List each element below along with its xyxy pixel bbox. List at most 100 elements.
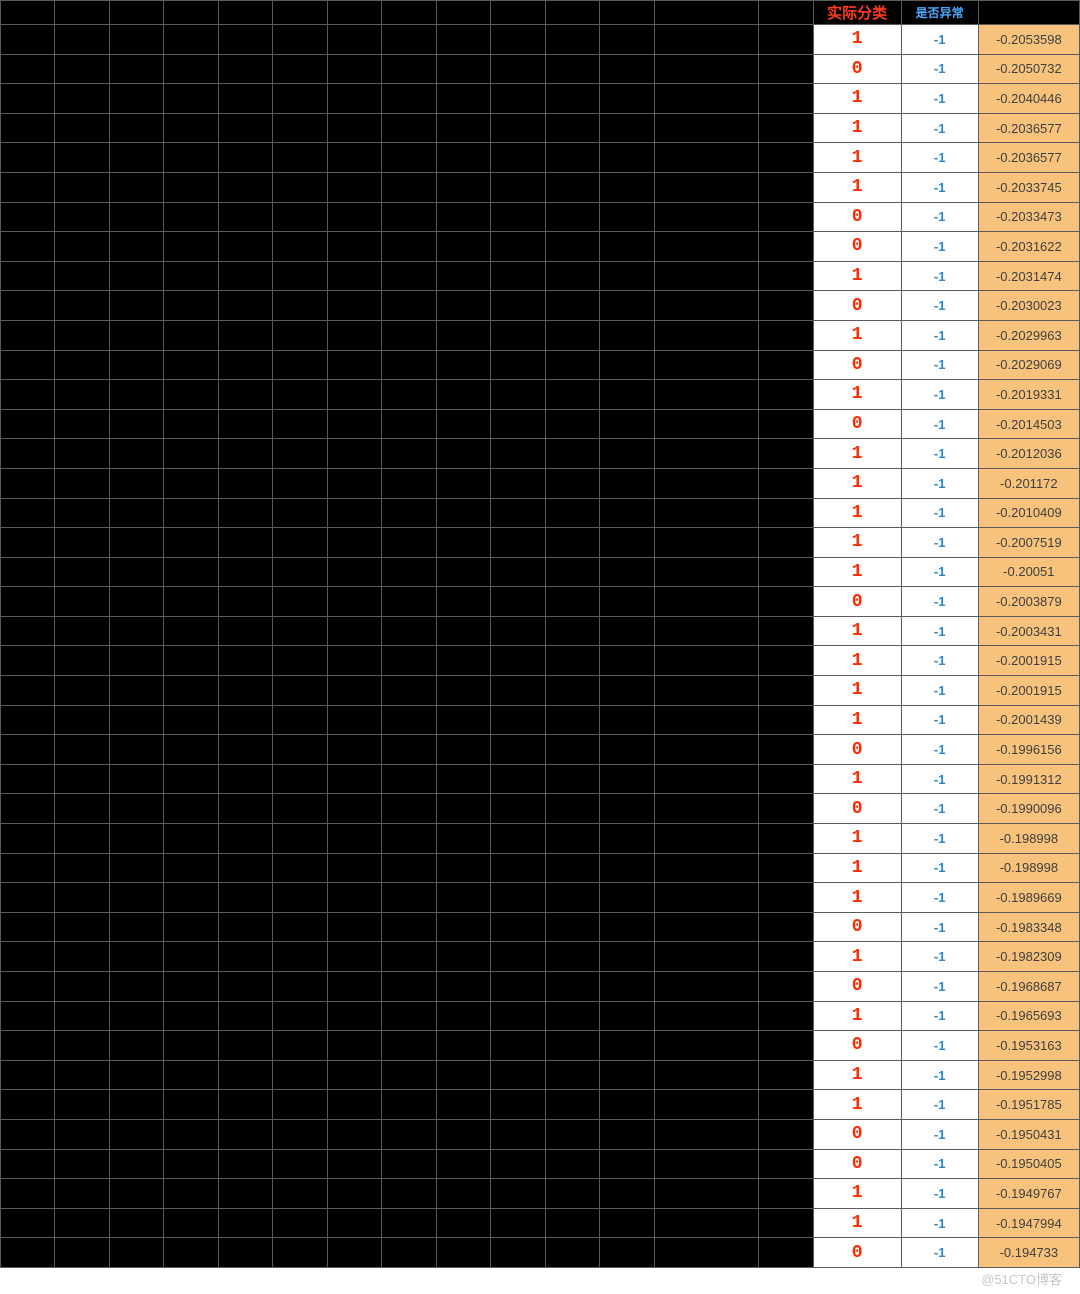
- cell-blank: [55, 84, 109, 114]
- cell-blank: [491, 646, 545, 676]
- cell-anomaly: -1: [901, 172, 978, 202]
- table-row: 0-1-0.1996156: [1, 735, 1080, 765]
- cell-blank: [759, 794, 813, 824]
- cell-blank: [273, 143, 327, 173]
- cell-blank: [218, 1060, 272, 1090]
- cell-blank: [654, 735, 759, 765]
- cell-blank: [491, 557, 545, 587]
- cell-blank: [759, 587, 813, 617]
- cell-blank: [164, 143, 218, 173]
- cell-blank: [327, 350, 381, 380]
- cell-blank: [654, 409, 759, 439]
- cell-blank: [327, 587, 381, 617]
- cell-blank: [1, 1031, 55, 1061]
- cell-score: -0.2003431: [978, 616, 1079, 646]
- cell-blank: [1, 853, 55, 883]
- cell-blank: [164, 1090, 218, 1120]
- cell-blank: [218, 1208, 272, 1238]
- cell-blank: [273, 261, 327, 291]
- cell-actual: 0: [813, 291, 901, 321]
- table-row: 1-1-0.1965693: [1, 1001, 1080, 1031]
- cell-blank: [327, 705, 381, 735]
- cell-blank: [218, 261, 272, 291]
- cell-anomaly: -1: [901, 557, 978, 587]
- cell-blank: [600, 883, 654, 913]
- cell-blank: [1, 25, 55, 55]
- cell-blank: [491, 676, 545, 706]
- cell-blank: [164, 291, 218, 321]
- cell-blank: [436, 1208, 490, 1238]
- cell-actual: 1: [813, 528, 901, 558]
- table-row: 1-1-0.20051: [1, 557, 1080, 587]
- cell-anomaly: -1: [901, 1149, 978, 1179]
- cell-blank: [55, 528, 109, 558]
- cell-actual: 1: [813, 25, 901, 55]
- cell-anomaly: -1: [901, 291, 978, 321]
- cell-anomaly: -1: [901, 202, 978, 232]
- cell-blank: [1, 1238, 55, 1268]
- cell-score: -0.2050732: [978, 54, 1079, 84]
- cell-blank: [436, 350, 490, 380]
- cell-actual: 0: [813, 912, 901, 942]
- cell-actual: 1: [813, 853, 901, 883]
- cell-blank: [382, 794, 436, 824]
- cell-blank: [164, 705, 218, 735]
- cell-blank: [1, 54, 55, 84]
- cell-blank: [436, 794, 490, 824]
- cell-score: -0.194733: [978, 1238, 1079, 1268]
- cell-blank: [327, 1001, 381, 1031]
- cell-blank: [109, 84, 163, 114]
- table-row: 1-1-0.198998: [1, 853, 1080, 883]
- cell-blank: [109, 1208, 163, 1238]
- cell-blank: [55, 291, 109, 321]
- cell-blank: [1, 291, 55, 321]
- cell-blank: [759, 972, 813, 1002]
- cell-blank: [55, 54, 109, 84]
- cell-blank: [759, 291, 813, 321]
- cell-blank: [545, 972, 599, 1002]
- cell-blank: [759, 705, 813, 735]
- cell-blank: [654, 25, 759, 55]
- cell-blank: [654, 113, 759, 143]
- cell-blank: [273, 202, 327, 232]
- cell-blank: [382, 1031, 436, 1061]
- cell-blank: [491, 824, 545, 854]
- cell-blank: [273, 84, 327, 114]
- cell-blank: [545, 1119, 599, 1149]
- cell-blank: [1, 261, 55, 291]
- cell-score: -0.2040446: [978, 84, 1079, 114]
- cell-blank: [436, 54, 490, 84]
- cell-blank: [55, 794, 109, 824]
- cell-blank: [218, 616, 272, 646]
- cell-blank: [218, 1149, 272, 1179]
- cell-blank: [55, 1149, 109, 1179]
- cell-actual: 0: [813, 1031, 901, 1061]
- cell-blank: [55, 1060, 109, 1090]
- cell-blank: [382, 972, 436, 1002]
- cell-blank: [654, 1001, 759, 1031]
- cell-blank: [545, 1060, 599, 1090]
- cell-blank: [600, 409, 654, 439]
- cell-blank: [327, 113, 381, 143]
- cell-actual: 0: [813, 587, 901, 617]
- cell-blank: [273, 320, 327, 350]
- cell-anomaly: -1: [901, 84, 978, 114]
- cell-blank: [55, 143, 109, 173]
- cell-blank: [327, 25, 381, 55]
- cell-blank: [109, 143, 163, 173]
- cell-blank: [164, 25, 218, 55]
- cell-blank: [164, 764, 218, 794]
- cell-blank: [55, 232, 109, 262]
- cell-blank: [545, 320, 599, 350]
- cell-blank: [600, 942, 654, 972]
- header-blank: [491, 1, 545, 25]
- cell-blank: [491, 1119, 545, 1149]
- table-row: 1-1-0.1982309: [1, 942, 1080, 972]
- cell-blank: [491, 972, 545, 1002]
- cell-blank: [218, 143, 272, 173]
- cell-blank: [109, 972, 163, 1002]
- cell-blank: [436, 824, 490, 854]
- cell-blank: [436, 202, 490, 232]
- cell-blank: [491, 291, 545, 321]
- cell-score: -0.1965693: [978, 1001, 1079, 1031]
